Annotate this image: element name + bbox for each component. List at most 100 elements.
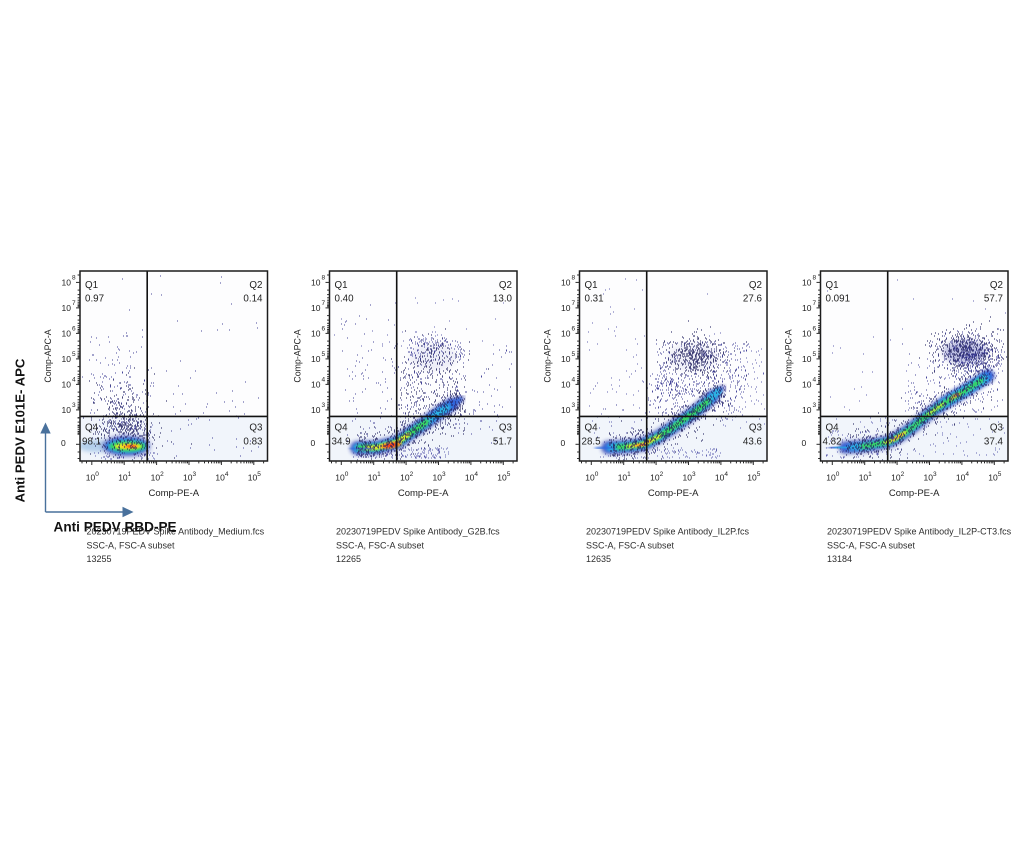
svg-text:0.97: 0.97	[85, 294, 104, 305]
svg-text:103: 103	[924, 471, 937, 483]
svg-text:7: 7	[72, 300, 76, 307]
svg-text:Q4: Q4	[826, 423, 840, 434]
svg-text:102: 102	[891, 471, 904, 483]
svg-text:100: 100	[585, 471, 598, 483]
svg-text:4: 4	[322, 376, 326, 383]
svg-text:27.6: 27.6	[743, 294, 763, 305]
svg-text:37.4: 37.4	[984, 437, 1004, 448]
svg-text:Comp-PE-A: Comp-PE-A	[148, 488, 199, 499]
svg-text:6: 6	[72, 325, 76, 332]
svg-text:Comp-PE-A: Comp-PE-A	[889, 488, 940, 499]
svg-text:5: 5	[572, 351, 576, 358]
svg-text:10: 10	[561, 303, 571, 313]
svg-text:104: 104	[715, 471, 728, 483]
svg-text:0.40: 0.40	[335, 294, 355, 305]
svg-text:101: 101	[859, 471, 872, 483]
svg-text:Q1: Q1	[85, 280, 98, 291]
svg-text:10: 10	[802, 328, 812, 338]
svg-text:4.82: 4.82	[823, 437, 842, 448]
svg-text:20230719PEDV Spike Antibody_G2: 20230719PEDV Spike Antibody_G2B.fcs	[336, 527, 500, 537]
svg-text:10: 10	[62, 303, 72, 313]
svg-text:10: 10	[802, 277, 812, 287]
svg-text:102: 102	[151, 471, 164, 483]
svg-text:100: 100	[826, 471, 839, 483]
svg-text:SSC-A, FSC-A subset: SSC-A, FSC-A subset	[336, 541, 425, 551]
svg-text:Q3: Q3	[990, 423, 1004, 434]
svg-text:102: 102	[400, 471, 413, 483]
svg-text:8: 8	[72, 274, 76, 281]
svg-text:3: 3	[813, 402, 817, 409]
svg-text:13255: 13255	[87, 554, 112, 564]
svg-text:100: 100	[335, 471, 348, 483]
svg-text:104: 104	[215, 471, 228, 483]
svg-text:105: 105	[497, 471, 510, 483]
svg-text:20230719PEDV Spike Antibody_IL: 20230719PEDV Spike Antibody_IL2P.fcs	[586, 527, 749, 537]
svg-text:102: 102	[650, 471, 663, 483]
svg-text:12265: 12265	[336, 554, 361, 564]
svg-text:Q1: Q1	[585, 280, 598, 291]
svg-text:10: 10	[311, 303, 321, 313]
svg-text:Q2: Q2	[249, 280, 262, 291]
svg-text:13.0: 13.0	[493, 294, 513, 305]
svg-text:8: 8	[813, 274, 817, 281]
svg-text:10: 10	[62, 405, 72, 415]
svg-text:Q4: Q4	[85, 423, 99, 434]
svg-text:101: 101	[118, 471, 131, 483]
svg-text:10: 10	[311, 405, 321, 415]
svg-text:5: 5	[72, 351, 76, 358]
svg-text:43.6: 43.6	[743, 437, 763, 448]
svg-text:10: 10	[311, 354, 321, 364]
svg-text:28.5: 28.5	[582, 437, 602, 448]
svg-text:4: 4	[72, 376, 76, 383]
svg-text:10: 10	[311, 379, 321, 389]
svg-text:Q3: Q3	[749, 423, 763, 434]
svg-text:Q2: Q2	[749, 280, 762, 291]
svg-text:10: 10	[561, 277, 571, 287]
svg-text:6: 6	[813, 325, 817, 332]
svg-text:Q1: Q1	[335, 280, 348, 291]
svg-text:103: 103	[433, 471, 446, 483]
svg-text:Comp-APC-A: Comp-APC-A	[43, 329, 53, 382]
svg-text:0: 0	[311, 438, 316, 448]
svg-text:20230719PEDV Spike Antibody_IL: 20230719PEDV Spike Antibody_IL2P-CT3.fcs	[827, 527, 1012, 537]
svg-text:51.7: 51.7	[493, 437, 512, 448]
svg-text:Anti PEDV E101E- APC: Anti PEDV E101E- APC	[13, 358, 28, 502]
svg-text:Q3: Q3	[249, 423, 263, 434]
svg-text:20230719PEDV Spike Antibody_Me: 20230719PEDV Spike Antibody_Medium.fcs	[87, 527, 265, 537]
svg-text:101: 101	[618, 471, 631, 483]
svg-text:Q4: Q4	[335, 423, 349, 434]
svg-text:57.7: 57.7	[984, 294, 1003, 305]
svg-text:10: 10	[311, 328, 321, 338]
svg-text:10: 10	[62, 354, 72, 364]
svg-text:13184: 13184	[827, 554, 852, 564]
svg-text:7: 7	[322, 300, 326, 307]
svg-text:12635: 12635	[586, 554, 611, 564]
svg-text:5: 5	[322, 351, 326, 358]
svg-text:0.14: 0.14	[243, 294, 263, 305]
svg-text:Comp-APC-A: Comp-APC-A	[784, 329, 794, 382]
svg-text:3: 3	[72, 402, 76, 409]
svg-text:10: 10	[311, 277, 321, 287]
svg-text:10: 10	[561, 354, 571, 364]
svg-text:Q4: Q4	[585, 423, 599, 434]
svg-text:10: 10	[802, 379, 812, 389]
svg-text:0.83: 0.83	[243, 437, 263, 448]
svg-text:103: 103	[683, 471, 696, 483]
svg-text:3: 3	[322, 402, 326, 409]
svg-text:Comp-PE-A: Comp-PE-A	[648, 488, 699, 499]
svg-text:3: 3	[572, 402, 576, 409]
svg-text:7: 7	[572, 300, 576, 307]
svg-text:Anti PEDV RBD-PE: Anti PEDV RBD-PE	[54, 520, 177, 535]
svg-text:104: 104	[956, 471, 969, 483]
svg-text:0: 0	[802, 438, 807, 448]
svg-text:10: 10	[62, 277, 72, 287]
svg-text:10: 10	[802, 405, 812, 415]
svg-text:0.31: 0.31	[585, 294, 604, 305]
svg-text:4: 4	[572, 376, 576, 383]
svg-text:10: 10	[802, 303, 812, 313]
svg-text:10: 10	[802, 354, 812, 364]
svg-text:103: 103	[183, 471, 196, 483]
svg-text:105: 105	[988, 471, 1001, 483]
svg-text:SSC-A, FSC-A subset: SSC-A, FSC-A subset	[87, 541, 176, 551]
svg-text:Comp-APC-A: Comp-APC-A	[543, 329, 553, 382]
